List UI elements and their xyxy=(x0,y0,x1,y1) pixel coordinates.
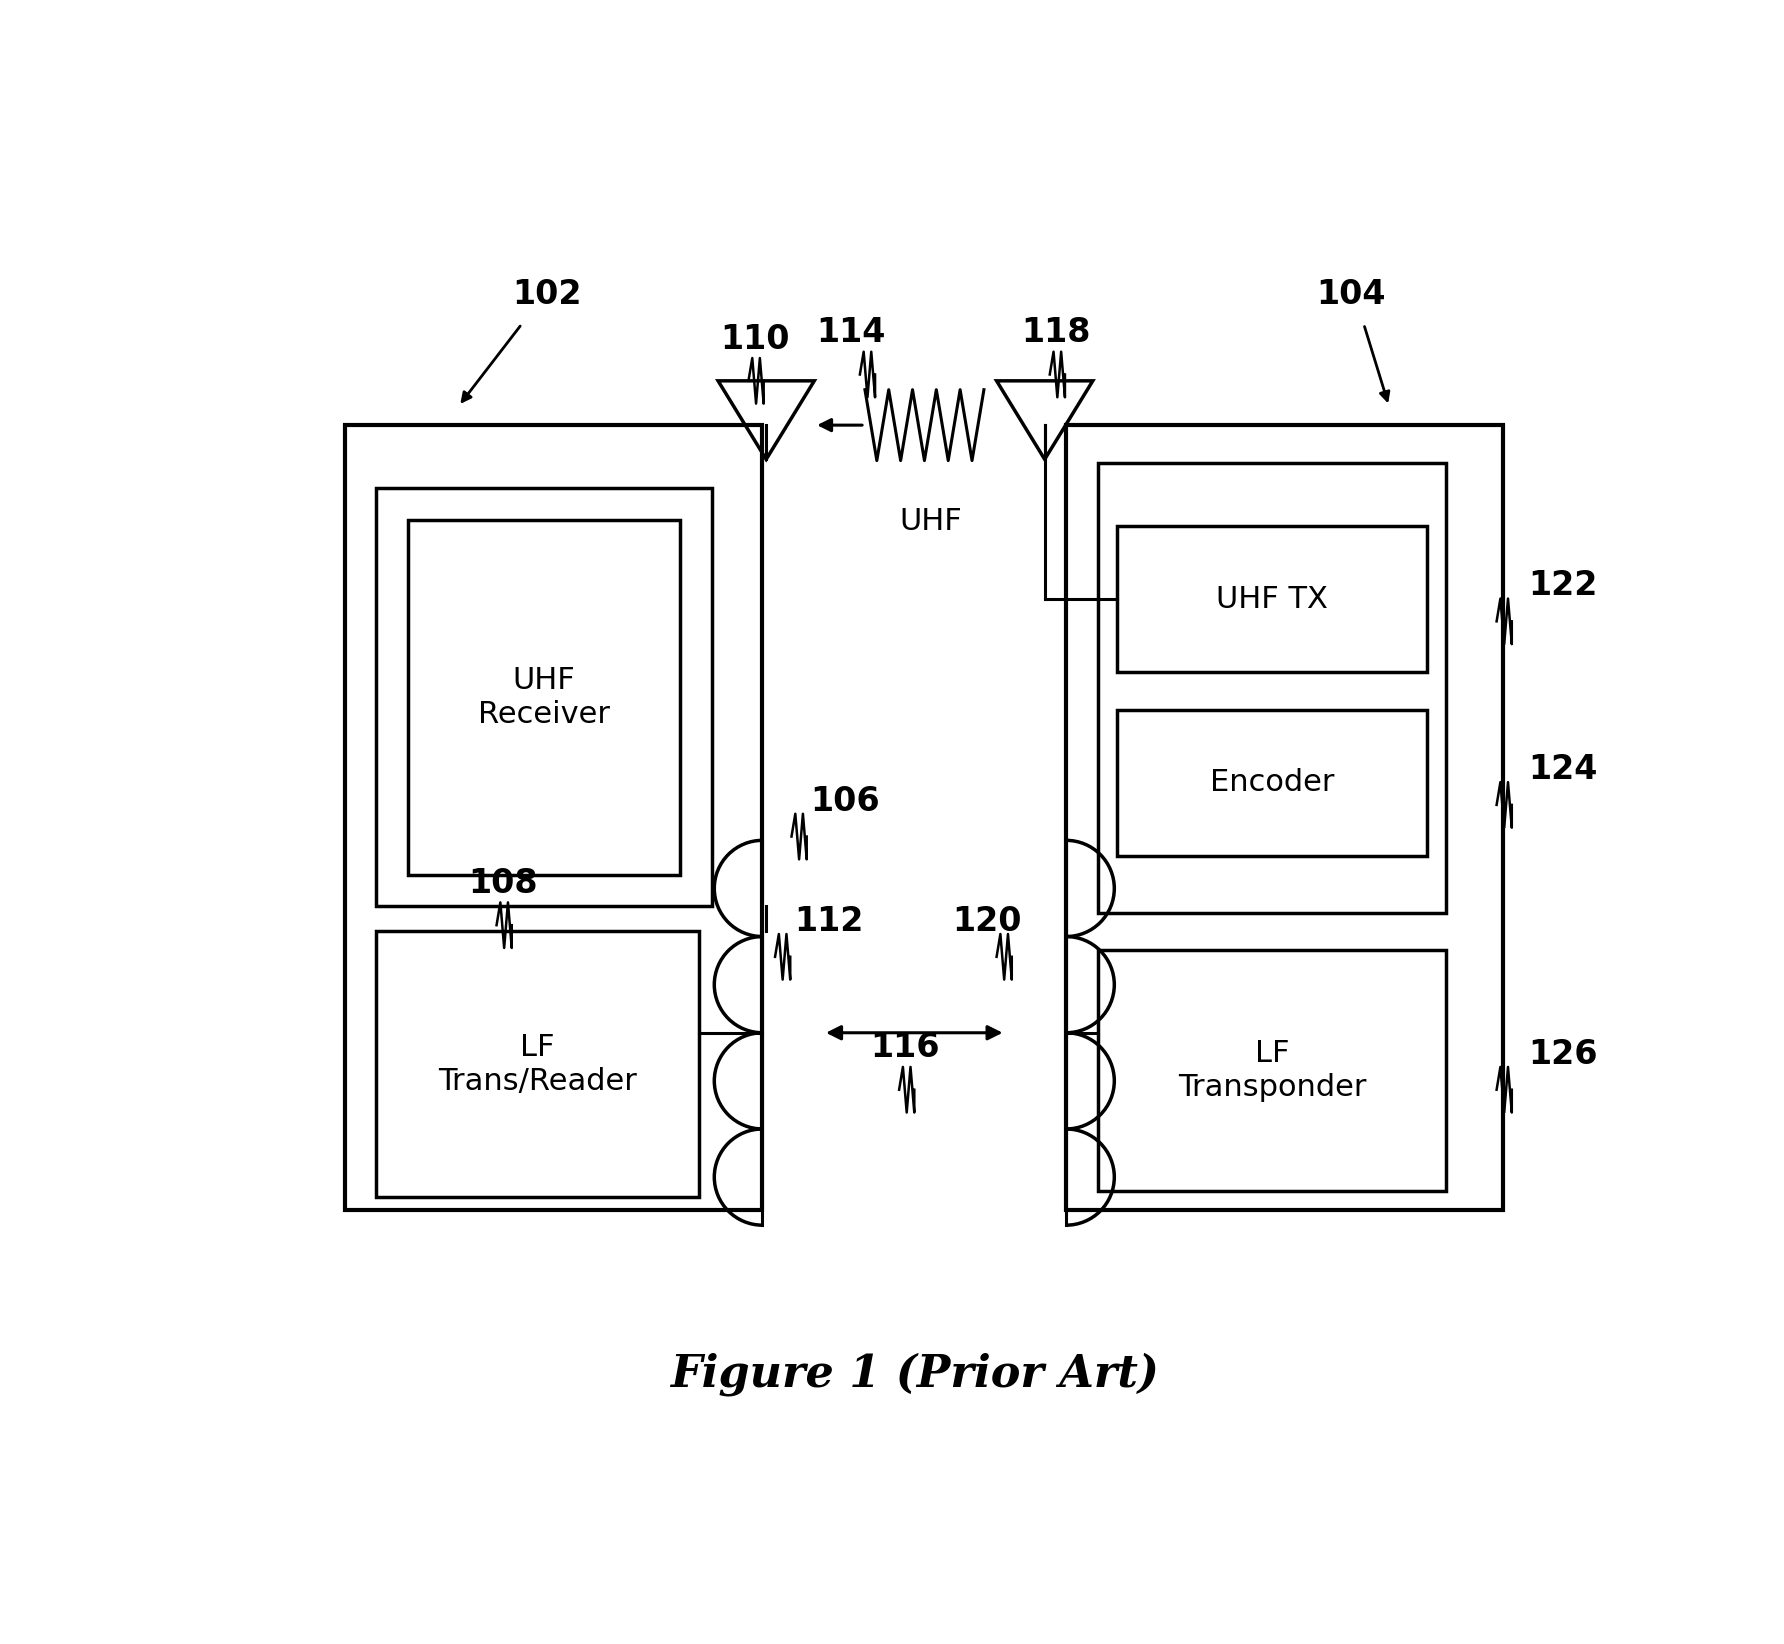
Text: 122: 122 xyxy=(1529,569,1598,602)
Text: 104: 104 xyxy=(1317,278,1386,311)
Text: 120: 120 xyxy=(953,904,1022,937)
Bar xyxy=(1097,464,1447,912)
Text: UHF TX: UHF TX xyxy=(1217,585,1327,613)
Text: Figure 1 (Prior Art): Figure 1 (Prior Art) xyxy=(669,1353,1160,1396)
Text: UHF
Receiver: UHF Receiver xyxy=(478,666,610,728)
Text: 102: 102 xyxy=(512,278,582,311)
Text: 114: 114 xyxy=(815,316,885,349)
Bar xyxy=(1117,710,1427,855)
Bar xyxy=(1097,950,1447,1190)
Text: LF
Trans/Reader: LF Trans/Reader xyxy=(439,1032,637,1095)
Text: Encoder: Encoder xyxy=(1210,768,1334,797)
Text: 118: 118 xyxy=(1020,316,1090,349)
Text: 116: 116 xyxy=(871,1031,940,1064)
Bar xyxy=(409,520,680,875)
Text: 108: 108 xyxy=(467,866,537,899)
Text: 124: 124 xyxy=(1529,753,1598,786)
Text: 106: 106 xyxy=(810,784,880,817)
Bar xyxy=(344,426,762,1210)
Text: LF
Transponder: LF Transponder xyxy=(1177,1039,1367,1101)
Bar xyxy=(376,932,699,1197)
Text: 112: 112 xyxy=(794,904,863,937)
Bar xyxy=(1067,426,1502,1210)
Text: 126: 126 xyxy=(1529,1037,1598,1070)
Text: 110: 110 xyxy=(721,322,790,355)
Bar xyxy=(1117,526,1427,672)
Bar xyxy=(376,488,712,906)
Text: UHF: UHF xyxy=(899,508,962,536)
